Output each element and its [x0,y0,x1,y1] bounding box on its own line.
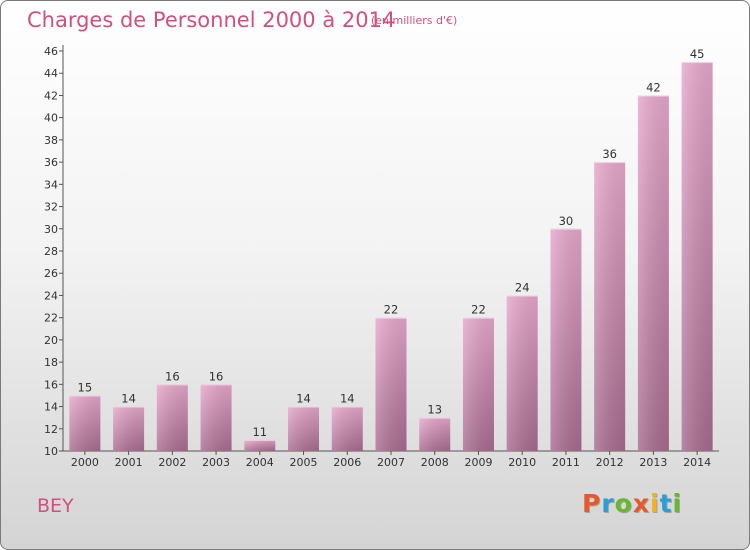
y-tick-label: 16 [44,378,58,391]
y-tick-label: 38 [44,134,58,147]
x-tick-label-2002: 2002 [158,456,186,469]
y-tick-label: 40 [44,112,58,125]
x-tick-label-2006: 2006 [333,456,361,469]
y-tick-label: 26 [44,267,58,280]
bar-shade-2003 [200,384,232,451]
x-tick-label-2008: 2008 [421,456,449,469]
bar-shade-2009 [462,317,494,451]
y-tick-label: 32 [44,201,58,214]
bar-shade-2004 [244,439,276,451]
x-tick-label-2010: 2010 [508,456,536,469]
bar-shade-2014 [681,62,713,451]
logo-letter: i [672,489,683,518]
value-label-2011: 30 [559,214,574,228]
y-tick-label: 30 [44,223,58,236]
y-tick-label: 12 [44,423,58,436]
y-tick-label: 46 [44,45,58,58]
labels-group: 2000 15 2001 14 2002 16 2003 16 2004 11 2005 14 2006… [71,47,711,469]
bar-shade-2005 [288,406,320,451]
logo-letter: r [601,489,615,518]
logo-letter: P [582,489,602,518]
logo-letter: i [650,489,660,518]
value-label-2008: 13 [427,403,442,417]
x-tick-label-2003: 2003 [202,456,230,469]
bars-group [69,62,713,451]
value-label-2013: 42 [646,80,661,94]
value-label-2006: 14 [340,392,355,406]
value-label-2004: 11 [252,425,267,439]
chart-subtitle: (en milliers d'€) [371,14,458,27]
commune-name: BEY [37,495,74,517]
bar-shade-2002 [156,384,188,451]
y-tick-label: 10 [44,445,58,458]
y-tick-label: 42 [44,89,58,102]
value-label-2007: 22 [384,303,399,317]
bar-shade-2000 [69,395,101,451]
x-tick-label-2001: 2001 [115,456,143,469]
bar-shade-2001 [113,406,145,451]
x-tick-label-2012: 2012 [596,456,624,469]
x-tick-label-2005: 2005 [290,456,318,469]
x-tick-label-2004: 2004 [246,456,274,469]
x-tick-label-2000: 2000 [71,456,99,469]
x-tick-label-2007: 2007 [377,456,405,469]
value-label-2010: 24 [515,280,530,294]
bar-shade-2010 [506,295,538,451]
y-tick-label: 28 [44,245,58,258]
logo-letter: x [632,489,650,518]
bar-shade-2007 [375,317,407,451]
logo-letter: o [614,489,633,518]
logo-letter: t [659,489,673,518]
y-tick-label: 18 [44,356,58,369]
bar-shade-2012 [594,162,626,451]
value-label-2009: 22 [471,303,486,317]
value-label-2002: 16 [165,369,180,383]
y-tick-label: 14 [44,401,58,414]
bar-shade-2011 [550,228,582,451]
y-tick-label: 34 [44,178,58,191]
value-label-2003: 16 [209,369,224,383]
bar-shade-2006 [331,406,363,451]
chart-title: Charges de Personnel 2000 à 2014 [27,8,396,32]
y-tick-label: 20 [44,334,58,347]
x-tick-label-2013: 2013 [639,456,667,469]
y-tick-label: 24 [44,289,58,302]
x-tick-label-2011: 2011 [552,456,580,469]
y-tick-label: 36 [44,156,58,169]
value-label-2000: 15 [78,380,93,394]
value-label-2014: 45 [690,47,705,61]
x-tick-label-2014: 2014 [683,456,711,469]
value-label-2005: 14 [296,392,311,406]
axes: 10 12 14 16 18 20 22 24 26 28 30 32 34 36 38 40 42 44 46 [44,45,719,458]
bar-shade-2008 [419,417,451,451]
y-tick-label: 44 [44,67,58,80]
value-label-2001: 14 [121,392,136,406]
value-label-2012: 36 [602,147,617,161]
proxiti-logo[interactable]: Proxiti [582,489,682,518]
x-tick-label-2009: 2009 [464,456,492,469]
bar-shade-2013 [637,95,669,451]
y-tick-label: 22 [44,312,58,325]
